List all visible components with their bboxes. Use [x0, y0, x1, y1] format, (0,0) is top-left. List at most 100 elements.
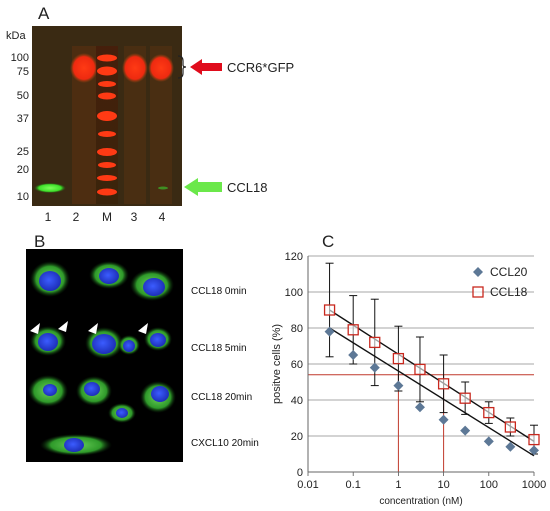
- legend-ccl18-marker: [472, 286, 484, 298]
- reference-lines: [308, 374, 534, 472]
- arrowhead-icon: [58, 321, 68, 332]
- mw-marker: 25: [16, 146, 29, 158]
- nucleus: [84, 382, 100, 396]
- ladder-band: [98, 92, 116, 100]
- lane-label: 1: [44, 210, 52, 224]
- nucleus: [39, 271, 61, 291]
- mw-marker: 50: [16, 90, 29, 102]
- trendline: [329, 327, 535, 457]
- microscopy-label: CCL18 20min: [191, 392, 253, 403]
- mw-marker: 75: [16, 66, 29, 78]
- data-markers: [323, 304, 540, 456]
- nucleus: [150, 333, 166, 347]
- ladder-band: [98, 131, 116, 137]
- x-tick-label: 0.1: [346, 479, 361, 491]
- ccl18-point: [504, 421, 517, 433]
- y-tick-label: 120: [285, 251, 303, 263]
- microscopy-image: [26, 249, 183, 462]
- ladder-band: [98, 81, 116, 87]
- blot-annotations: [177, 55, 222, 196]
- nucleus: [38, 333, 58, 351]
- band-ccr6-lane-2: [70, 53, 98, 83]
- ccl18-point: [347, 324, 359, 336]
- mw-marker: 100: [10, 52, 29, 64]
- ccl18-point: [392, 352, 405, 365]
- legend: CCL20 CCL18: [472, 265, 528, 299]
- lane-label: 2: [72, 210, 80, 224]
- band-ccl18-lane-1: [34, 183, 66, 193]
- ccl20-point: [369, 362, 380, 373]
- kda-label: kDa: [6, 30, 26, 42]
- ccl18-point: [323, 304, 336, 316]
- arrowhead-icon: [88, 323, 98, 334]
- ccl20-point: [414, 402, 425, 413]
- ccl20-point: [483, 436, 494, 447]
- red-arrow-icon: [190, 59, 222, 75]
- x-tick-label: 10: [437, 479, 449, 491]
- dose-response-chart: 0 20 40 60 80 100 120 0.01 0.1 1 10 100 1000 concentr…: [271, 251, 546, 507]
- axes: 0 20 40 60 80 100 120 0.01 0.1 1 10 100 1000 concentr…: [271, 251, 546, 507]
- ccl20-point: [529, 445, 539, 456]
- ladder-band: [97, 54, 117, 62]
- panel-b-letter: B: [34, 232, 46, 251]
- lane-3-smear: [124, 46, 146, 204]
- green-arrow-icon: [184, 178, 222, 196]
- nucleus: [43, 384, 57, 396]
- mw-marker: 37: [16, 113, 29, 125]
- arrowhead-icon: [138, 323, 148, 334]
- ccl18-point: [414, 363, 426, 376]
- x-axis-label: concentration (nM): [379, 496, 462, 507]
- lane-4-smear: [150, 46, 172, 204]
- lane-label: 4: [158, 210, 166, 224]
- nucleus: [92, 334, 116, 354]
- x-tick-label: 0.01: [297, 479, 318, 491]
- nucleus: [116, 408, 128, 418]
- nucleus: [123, 340, 135, 352]
- ladder-band: [97, 148, 117, 156]
- y-tick-label: 80: [291, 323, 303, 335]
- x-tick-label: 1000: [522, 479, 546, 491]
- ccl18-point: [369, 336, 381, 349]
- x-tick-label: 100: [480, 479, 498, 491]
- western-blot-image: [32, 26, 182, 206]
- legend-ccl20-marker: [473, 267, 483, 277]
- legend-label: CCL18: [490, 285, 528, 299]
- ccl18-point: [437, 378, 450, 390]
- ladder-band: [97, 66, 117, 76]
- panel-c-letter: C: [322, 232, 335, 251]
- y-tick-label: 20: [291, 431, 303, 443]
- band-ccl18-lane-4: [158, 186, 168, 190]
- ccl20-point: [505, 441, 516, 452]
- ccl20-point: [324, 326, 335, 337]
- band-ccr6-lane-4: [148, 54, 174, 82]
- ccl20-point: [438, 414, 449, 425]
- ccl20-point: [393, 380, 404, 391]
- microscopy-label: CCL18 5min: [191, 343, 247, 354]
- nucleus: [143, 278, 165, 296]
- ladder-band: [97, 175, 117, 181]
- mw-marker: 20: [16, 164, 29, 176]
- ladder-band: [97, 111, 117, 121]
- nucleus: [151, 386, 169, 402]
- microscopy-label: CCL18 0min: [191, 286, 247, 297]
- nucleus: [99, 268, 119, 284]
- nucleus: [64, 438, 84, 452]
- trendlines: [329, 309, 535, 457]
- ladder-band: [98, 162, 116, 168]
- arrowhead-icon: [30, 323, 40, 334]
- y-axis-label: positve cells (%): [271, 324, 283, 404]
- y-tick-label: 60: [291, 359, 303, 371]
- band-ccr6-lane-3: [122, 53, 148, 83]
- ccl20-point: [460, 425, 471, 436]
- panel-a-letter: A: [38, 4, 50, 23]
- ccl18-point: [459, 392, 471, 404]
- mw-marker: 10: [16, 191, 29, 203]
- y-tick-label: 40: [291, 395, 303, 407]
- x-tick-label: 1: [395, 479, 401, 491]
- brace-icon: [177, 55, 187, 79]
- trendline: [329, 309, 535, 442]
- ccl20-point: [348, 350, 359, 360]
- microscopy-label: CXCL10 20min: [191, 438, 259, 449]
- ccl18-point: [483, 406, 495, 419]
- lane-label: M: [102, 210, 112, 224]
